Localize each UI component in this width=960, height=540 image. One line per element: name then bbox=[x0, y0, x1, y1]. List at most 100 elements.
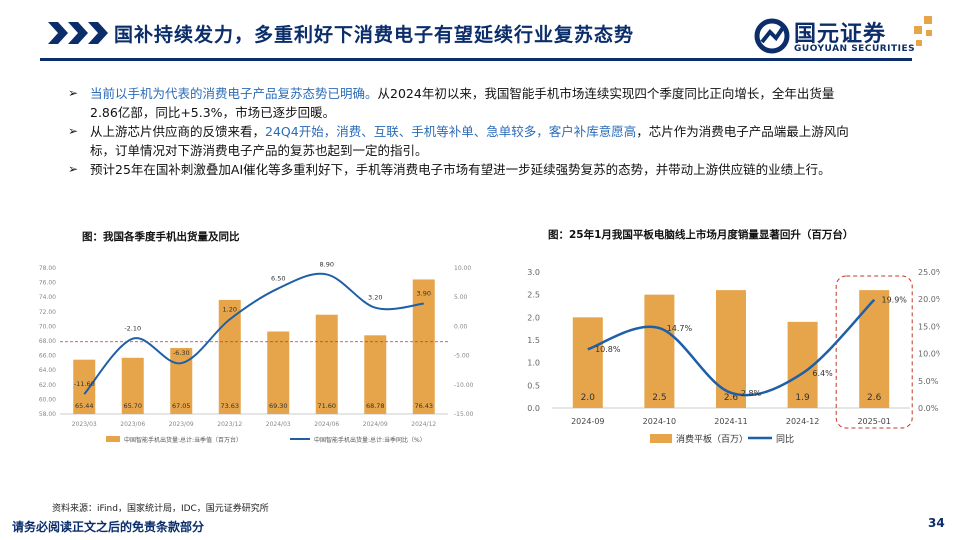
phone-shipments-chart: 58.00 60.00 62.00 64.00 66.00 68.00 70.00 72.00… bbox=[39, 260, 474, 444]
bar-value-label: 73.63 bbox=[220, 402, 239, 410]
legend-label: 中国智能手机出货量:总计:当季同比（%） bbox=[314, 436, 426, 444]
bar bbox=[644, 294, 675, 408]
bullet-item: ➢ 从上游芯片供应商的反馈来看，24Q4开始，消费、互联、手机等补单、急单较多，… bbox=[62, 122, 862, 160]
left-axis-tick: 76.00 bbox=[39, 280, 56, 287]
legend-swatch-bar bbox=[650, 434, 672, 443]
left-axis-tick: 3.0 bbox=[527, 268, 540, 277]
bar bbox=[364, 335, 387, 414]
line-value-label: 3.20 bbox=[368, 294, 382, 302]
logo-emblem-icon bbox=[754, 18, 790, 54]
logo-text-cn: 国元证券 bbox=[794, 22, 887, 47]
bar bbox=[170, 347, 193, 414]
x-tick-label: 2023/09 bbox=[169, 421, 194, 428]
left-axis-tick: 0.0 bbox=[527, 404, 540, 413]
left-axis-tick: 74.00 bbox=[39, 294, 56, 301]
bullet-text: 从2024年初以来，我国智能手机市场连续实现四个季度同比正向增长，全年出货量2.… bbox=[90, 86, 835, 120]
right-axis-tick: 25.0% bbox=[918, 268, 940, 277]
bar-value-label: 65.44 bbox=[75, 402, 94, 410]
bar bbox=[315, 314, 338, 414]
x-tick-label: 2024-10 bbox=[643, 417, 676, 426]
tablet-sales-chart: 0.0 0.5 1.0 1.5 2.0 2.5 3.0 0.0% 5.0% 10.0% 15.0% 2… bbox=[527, 268, 940, 445]
page-number: 34 bbox=[928, 516, 945, 530]
left-axis-tick: 58.00 bbox=[39, 411, 56, 418]
right-axis-tick: 15.0% bbox=[918, 322, 940, 331]
x-tick-label: 2023/12 bbox=[217, 421, 242, 428]
right-axis-tick: 0.0% bbox=[918, 404, 939, 413]
page-title: 国补持续发力，多重利好下消费电子有望延续行业复苏态势 bbox=[114, 24, 635, 46]
right-axis-tick: -10.00 bbox=[454, 382, 474, 389]
x-tick-label: 2025-01 bbox=[857, 417, 890, 426]
bar bbox=[572, 317, 603, 408]
left-axis-tick: 70.00 bbox=[39, 323, 56, 330]
left-axis-tick: 2.5 bbox=[527, 291, 540, 300]
right-axis-tick: -15.00 bbox=[454, 411, 474, 418]
left-axis-tick: 64.00 bbox=[39, 367, 56, 374]
right-axis-tick: 20.0% bbox=[918, 295, 940, 304]
legend-label: 中国智能手机出货量:总计:当季值（百万台） bbox=[124, 436, 242, 444]
arrow-bullet-icon: ➢ bbox=[68, 162, 79, 176]
line-value-label: 3.90 bbox=[417, 290, 431, 298]
header-rule bbox=[40, 58, 912, 61]
right-axis-tick: -5.00 bbox=[454, 353, 470, 360]
left-axis-tick: 66.00 bbox=[39, 353, 56, 360]
line-value-label: 19.9% bbox=[881, 296, 907, 305]
bar bbox=[218, 299, 241, 414]
left-chart-title: 图：我国各季度手机出货量及同比 bbox=[82, 231, 240, 243]
header: 国补持续发力，多重利好下消费电子有望延续行业复苏态势 国元证券 GUOYUAN … bbox=[0, 0, 960, 70]
highlight-box bbox=[835, 275, 913, 429]
bullet-highlight: 当前以手机为代表的消费电子产品复苏态势已明确。 bbox=[90, 86, 378, 101]
left-axis-tick: 68.00 bbox=[39, 338, 56, 345]
bar bbox=[267, 331, 290, 414]
bar-value-label: 65.70 bbox=[123, 402, 142, 410]
left-axis-tick: 60.00 bbox=[39, 396, 56, 403]
bar-value-label: 67.05 bbox=[172, 402, 191, 410]
legend-label: 消费平板（百万） bbox=[676, 433, 748, 445]
left-axis-tick: 1.0 bbox=[527, 359, 540, 368]
x-tick-label: 2024/09 bbox=[363, 421, 388, 428]
bar-value-label: 2.6 bbox=[867, 393, 882, 403]
x-tick-label: 2024-11 bbox=[714, 417, 747, 426]
bar bbox=[859, 290, 890, 408]
bar-value-label: 76.43 bbox=[414, 402, 433, 410]
company-logo: 国元证券 GUOYUAN SECURITIES bbox=[752, 14, 942, 60]
line-value-label: 6.4% bbox=[812, 369, 833, 378]
right-axis-tick: 5.00 bbox=[454, 294, 468, 301]
left-axis-tick: 2.0 bbox=[527, 313, 540, 322]
chevron-arrows-icon bbox=[48, 22, 108, 44]
line-value-label: 6.50 bbox=[271, 274, 285, 282]
right-axis-tick: 10.00 bbox=[454, 265, 471, 272]
right-chart-title: 图：25年1月我国平板电脑线上市场月度销量显著回升（百万台） bbox=[548, 229, 854, 241]
bar-value-label: 68.78 bbox=[366, 402, 385, 410]
bar-value-label: 71.60 bbox=[317, 402, 336, 410]
right-axis-tick: 0.00 bbox=[454, 323, 468, 330]
line-value-label: -2.10 bbox=[124, 325, 141, 333]
bullet-highlight: 24Q4开始，消费、互联、手机等补单、急单较多，客户补库意愿高 bbox=[265, 124, 637, 139]
x-tick-label: 2023/06 bbox=[120, 421, 145, 428]
line-value-label: 1.20 bbox=[223, 305, 237, 313]
bullet-item: ➢ 预计25年在国补刺激叠加AI催化等多重利好下，手机等消费电子市场有望进一步延… bbox=[62, 160, 862, 179]
line-value-label: 10.8% bbox=[595, 345, 621, 354]
x-tick-label: 2024/12 bbox=[411, 421, 436, 428]
line-value-label: 8.90 bbox=[320, 260, 334, 268]
left-axis-tick: 0.5 bbox=[527, 381, 540, 390]
bar-value-label: 2.6 bbox=[724, 393, 739, 403]
bar bbox=[412, 279, 435, 414]
arrow-bullet-icon: ➢ bbox=[68, 86, 79, 100]
bullet-text: 从上游芯片供应商的反馈来看， bbox=[90, 124, 266, 139]
left-axis-tick: 78.00 bbox=[39, 265, 56, 272]
x-tick-label: 2023/03 bbox=[72, 421, 97, 428]
x-tick-label: 2024-12 bbox=[786, 417, 819, 426]
arrow-bullet-icon: ➢ bbox=[68, 124, 79, 138]
bar-value-label: 1.9 bbox=[795, 393, 810, 403]
bullet-text: ，芯片作为消费电子产品端最上游风向标，订单情况对下游消费电子产品的复苏也起到一定… bbox=[90, 124, 849, 158]
bar-value-label: 2.5 bbox=[652, 393, 666, 403]
bar bbox=[121, 357, 144, 414]
line-value-label: -11.60 bbox=[74, 380, 95, 388]
line-value-label: 2.8% bbox=[741, 389, 762, 398]
bullet-text: 预计25年在国补刺激叠加AI催化等多重利好下，手机等消费电子市场有望进一步延续强… bbox=[90, 162, 831, 177]
legend-label: 同比 bbox=[776, 433, 794, 445]
bar-value-label: 69.30 bbox=[269, 402, 288, 410]
bar bbox=[73, 359, 96, 414]
line-value-label: -6.30 bbox=[173, 349, 190, 357]
line-value-label: 14.7% bbox=[667, 324, 693, 333]
